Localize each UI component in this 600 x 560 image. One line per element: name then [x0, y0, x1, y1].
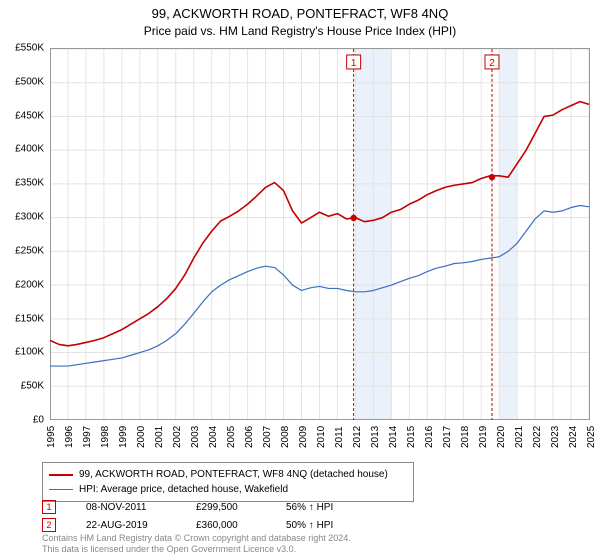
- y-tick-label: £400K: [15, 144, 44, 155]
- legend-swatch-icon: [49, 489, 73, 490]
- sale-price: £299,500: [196, 502, 256, 513]
- sale-row: 2 22-AUG-2019 £360,000 50% ↑ HPI: [42, 518, 582, 532]
- x-tick-label: 2020: [496, 426, 507, 448]
- footer: Contains HM Land Registry data © Crown c…: [42, 533, 351, 556]
- sale-date: 08-NOV-2011: [86, 502, 166, 513]
- y-tick-label: £350K: [15, 178, 44, 189]
- chart-title: 99, ACKWORTH ROAD, PONTEFRACT, WF8 4NQ: [0, 6, 600, 21]
- sale-date: 22-AUG-2019: [86, 520, 166, 531]
- x-tick-label: 2008: [280, 426, 291, 448]
- x-tick-label: 2001: [154, 426, 165, 448]
- footer-line: This data is licensed under the Open Gov…: [42, 544, 351, 556]
- x-tick-label: 2014: [388, 426, 399, 448]
- y-tick-label: £150K: [15, 313, 44, 324]
- title-block: 99, ACKWORTH ROAD, PONTEFRACT, WF8 4NQ P…: [0, 0, 600, 38]
- y-tick-label: £50K: [21, 381, 44, 392]
- x-tick-label: 2003: [190, 426, 201, 448]
- x-tick-label: 2004: [208, 426, 219, 448]
- legend-row: 99, ACKWORTH ROAD, PONTEFRACT, WF8 4NQ (…: [49, 467, 407, 482]
- legend-swatch-icon: [49, 474, 73, 476]
- sale-marker-icon: 2: [42, 518, 56, 532]
- x-axis-labels: 1995199619971998199920002001200220032004…: [50, 422, 590, 462]
- x-tick-label: 2025: [586, 426, 597, 448]
- svg-text:2: 2: [489, 58, 495, 69]
- x-tick-label: 1998: [100, 426, 111, 448]
- y-tick-label: £0: [33, 415, 44, 426]
- legend-row: HPI: Average price, detached house, Wake…: [49, 482, 407, 497]
- x-tick-label: 2024: [568, 426, 579, 448]
- plot-area: 12: [50, 48, 590, 420]
- y-tick-label: £550K: [15, 43, 44, 54]
- sale-row: 1 08-NOV-2011 £299,500 56% ↑ HPI: [42, 500, 582, 514]
- chart-container: 99, ACKWORTH ROAD, PONTEFRACT, WF8 4NQ P…: [0, 0, 600, 560]
- chart-svg: 12: [50, 49, 589, 420]
- x-tick-label: 1999: [118, 426, 129, 448]
- x-tick-label: 1995: [46, 426, 57, 448]
- x-tick-label: 2002: [172, 426, 183, 448]
- x-tick-label: 2019: [478, 426, 489, 448]
- x-tick-label: 2013: [370, 426, 381, 448]
- legend-label: HPI: Average price, detached house, Wake…: [79, 482, 288, 497]
- x-tick-label: 2018: [460, 426, 471, 448]
- y-tick-label: £500K: [15, 76, 44, 87]
- sale-pct: 50% ↑ HPI: [286, 520, 366, 531]
- sale-marker-icon: 1: [42, 500, 56, 514]
- x-tick-label: 2006: [244, 426, 255, 448]
- x-tick-label: 2017: [442, 426, 453, 448]
- x-tick-label: 2007: [262, 426, 273, 448]
- sale-price: £360,000: [196, 520, 256, 531]
- y-tick-label: £100K: [15, 347, 44, 358]
- x-tick-label: 2023: [550, 426, 561, 448]
- chart-subtitle: Price paid vs. HM Land Registry's House …: [0, 24, 600, 38]
- x-tick-label: 2015: [406, 426, 417, 448]
- svg-text:1: 1: [351, 58, 357, 69]
- x-tick-label: 2005: [226, 426, 237, 448]
- x-tick-label: 2010: [316, 426, 327, 448]
- x-tick-label: 2022: [532, 426, 543, 448]
- x-tick-label: 2012: [352, 426, 363, 448]
- x-tick-label: 2009: [298, 426, 309, 448]
- footer-line: Contains HM Land Registry data © Crown c…: [42, 533, 351, 545]
- legend-label: 99, ACKWORTH ROAD, PONTEFRACT, WF8 4NQ (…: [79, 467, 388, 482]
- x-tick-label: 2000: [136, 426, 147, 448]
- y-tick-label: £250K: [15, 245, 44, 256]
- y-tick-label: £300K: [15, 212, 44, 223]
- x-tick-label: 1996: [64, 426, 75, 448]
- y-tick-label: £200K: [15, 279, 44, 290]
- x-tick-label: 2021: [514, 426, 525, 448]
- x-tick-label: 2016: [424, 426, 435, 448]
- y-axis-labels: £0£50K£100K£150K£200K£250K£300K£350K£400…: [0, 48, 48, 420]
- sale-pct: 56% ↑ HPI: [286, 502, 366, 513]
- x-tick-label: 2011: [334, 426, 345, 448]
- y-tick-label: £450K: [15, 110, 44, 121]
- legend: 99, ACKWORTH ROAD, PONTEFRACT, WF8 4NQ (…: [42, 462, 414, 502]
- x-tick-label: 1997: [82, 426, 93, 448]
